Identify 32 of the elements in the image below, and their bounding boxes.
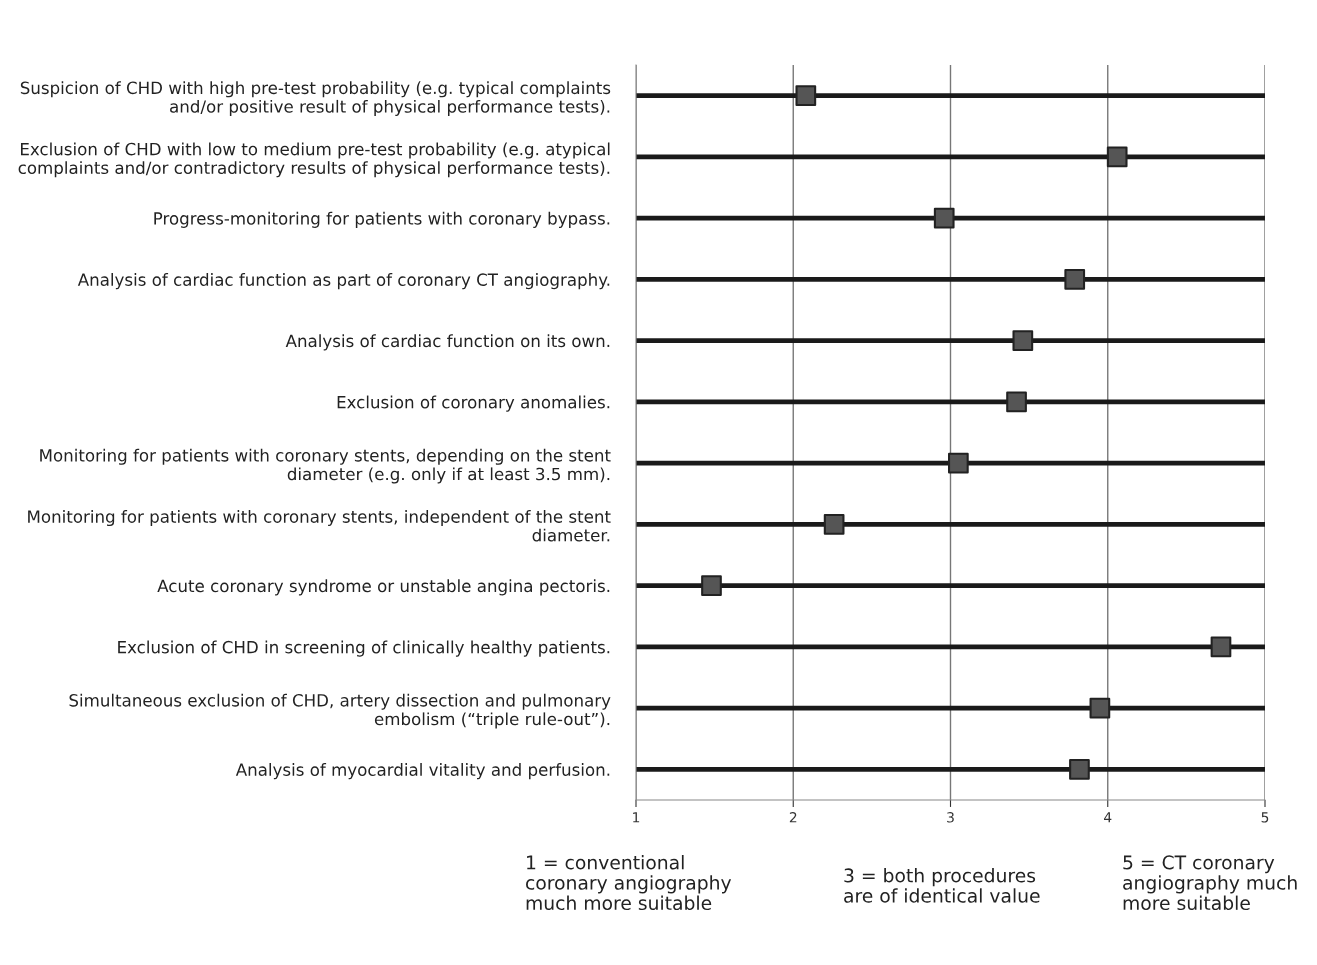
x-tick-label: 2 [789, 812, 797, 823]
point [1069, 759, 1090, 780]
y-tick-label: Progress-monitoring for patients with coronary bypass. [154, 211, 610, 228]
point [933, 207, 955, 229]
y-tick-label: Exclusion of CHD with low to medium pre-test probability (e.g. atypical complaints and/or contradictory results of physical performance tests). [18, 142, 610, 178]
point [1006, 391, 1027, 413]
y-tick-label: Monitoring for patients with coronary stents, independent of the stent diameter. [28, 509, 611, 542]
y-tick-label: Analysis of cardiac function on its own. [285, 334, 610, 351]
y-tick-label: Acute coronary syndrome or unstable angina pectoris. [157, 579, 610, 596]
y-tick-label: Analysis of myocardial vitality and perfusion. [235, 763, 610, 780]
x-tick-label: 5 [1261, 812, 1269, 823]
text: 1 = conventional coronary angiography much more suitable [526, 855, 732, 911]
y-tick-label: Monitoring for patients with coronary stents, depending on the stent diameter (e.g. only if at least 3.5 mm). [40, 448, 611, 484]
y-tick-label: Exclusion of coronary anomalies. [337, 395, 610, 412]
point [1106, 146, 1128, 168]
point [1012, 330, 1034, 351]
x-tick-label: 1 [633, 812, 640, 823]
point [1064, 269, 1086, 290]
y-tick-label: Exclusion of CHD in screening of clinically healthy patients. [118, 640, 610, 657]
y-tick-label: Analysis of cardiac function as part of coronary CT angiography. [77, 273, 610, 290]
y-tick-label: Simultaneous exclusion of CHD, artery dissection and pulmonary embolism (“triple rule-out”). [69, 693, 611, 729]
text: 3 = both procedures are of identical value [844, 868, 1040, 903]
point [701, 575, 722, 596]
point [1089, 697, 1111, 719]
point [795, 85, 817, 106]
point [948, 452, 969, 474]
x-tick-label: 3 [947, 812, 954, 823]
point [1210, 636, 1232, 658]
y-tick-label: Suspicion of CHD with high pre-test probability (e.g. typical complaints and/or positive result of physical performance tests). [20, 81, 611, 117]
text: 5 = CT coronary angiography much more suitable [1123, 855, 1297, 911]
point [823, 514, 845, 535]
x-tick-label: 4 [1104, 812, 1112, 823]
